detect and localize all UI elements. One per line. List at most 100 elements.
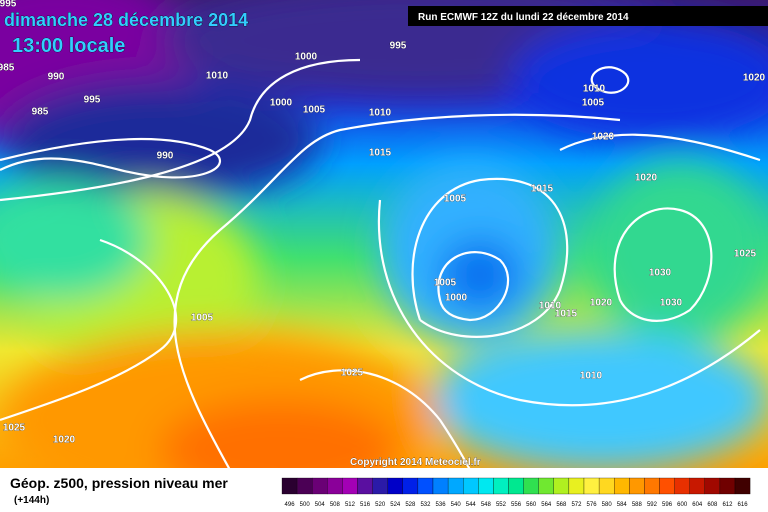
copyright: Copyright 2014 Meteociel.fr: [350, 457, 481, 468]
scale-swatch: [553, 477, 570, 495]
scale-swatch: [312, 477, 328, 495]
scale-swatch: [387, 477, 403, 495]
isobar-label: 985: [32, 107, 49, 118]
isobar-label: 1030: [649, 268, 672, 279]
isobar-label: 1025: [3, 423, 26, 434]
isobar-label: 1000: [270, 98, 293, 109]
isobar-label: 1025: [341, 368, 364, 379]
scale-swatch: [342, 477, 358, 495]
scale-label: 616: [738, 502, 749, 508]
scale-label: 596: [662, 502, 673, 508]
scale-swatch: [598, 477, 615, 495]
isobar-label: 995: [0, 0, 17, 10]
scale-label: 524: [390, 502, 401, 508]
isobar-label: 1020: [635, 173, 658, 184]
scale-swatch: [568, 477, 585, 495]
scale-label: 536: [436, 502, 447, 508]
isobar-label: 995: [390, 41, 407, 52]
scale-label: 520: [375, 502, 386, 508]
isobar-label: 1010: [539, 301, 562, 312]
scale-swatch: [372, 477, 388, 495]
footer-lead: (+144h): [14, 495, 49, 506]
scale-label: 512: [345, 502, 356, 508]
isobar-label: 1015: [555, 309, 578, 320]
isobar-label: 1010: [206, 71, 229, 82]
isobar-lines: [0, 58, 761, 468]
scale-swatch: [493, 477, 509, 495]
footer-title: Géop. z500, pression niveau mer: [10, 475, 228, 491]
scale-swatch: [523, 477, 539, 495]
isobar-label: 1005: [303, 105, 326, 116]
scale-label: 564: [541, 502, 552, 508]
scale-swatch: [719, 477, 736, 495]
scale-swatch: [583, 477, 600, 495]
scale-label: 532: [420, 502, 431, 508]
scale-label: 584: [617, 502, 628, 508]
scale-swatch: [432, 477, 449, 495]
scale-swatch: [296, 477, 313, 495]
scale-label: 580: [602, 502, 613, 508]
scale-swatch: [508, 477, 524, 495]
scale-label: 496: [285, 502, 296, 508]
scale-swatch: [281, 477, 298, 495]
scale-swatch: [674, 477, 690, 495]
isobar-label: 1005: [444, 194, 467, 205]
isobar-label: 1000: [295, 52, 318, 63]
scale-label: 592: [647, 502, 658, 508]
scale-label: 612: [722, 502, 733, 508]
map-time: 13:00 locale: [12, 35, 125, 57]
scale-swatch: [538, 477, 554, 495]
scale-label: 588: [632, 502, 643, 508]
scale-label: 504: [315, 502, 326, 508]
isobar-label: 985: [0, 63, 15, 74]
scale-swatch: [463, 477, 479, 495]
scale-label: 600: [677, 502, 688, 508]
scale-label: 576: [587, 502, 598, 508]
scale-label: 604: [692, 502, 703, 508]
scale-label: 552: [496, 502, 507, 508]
scale-label: 540: [451, 502, 462, 508]
scale-label: 528: [405, 502, 416, 508]
isobar-label: 1000: [445, 293, 468, 304]
scale-label: 516: [360, 502, 371, 508]
isobar-label: 1020: [53, 435, 76, 446]
scale-swatch: [327, 477, 343, 495]
scale-swatch: [659, 477, 675, 495]
isobar-label: 1025: [734, 249, 757, 260]
isobar-label: 995: [84, 95, 101, 106]
isobar-label: 1030: [660, 298, 683, 309]
scale-swatch: [357, 477, 373, 495]
scale-label: 548: [481, 502, 492, 508]
map-date: dimanche 28 décembre 2014: [4, 10, 248, 30]
scale-label: 568: [556, 502, 567, 508]
scale-label: 560: [526, 502, 537, 508]
isobar-label: 1020: [590, 298, 613, 309]
isobar-label: 1005: [434, 278, 457, 289]
isobar-label: 1005: [191, 313, 214, 324]
scale-swatch: [402, 477, 419, 495]
scale-label: 508: [330, 502, 341, 508]
scale-label: 556: [511, 502, 522, 508]
isobar-label: 1015: [369, 148, 392, 159]
isobar-label: 1020: [743, 73, 766, 84]
scale-swatch: [447, 477, 464, 495]
scale-swatch: [478, 477, 494, 495]
isobar-label: 1015: [531, 184, 554, 195]
scale-label: 500: [300, 502, 311, 508]
scale-swatch: [644, 477, 660, 495]
run-box: [408, 6, 768, 26]
scale-label: 544: [466, 502, 477, 508]
isobar-label: 1010: [580, 371, 603, 382]
isobar-label: 1010: [369, 108, 392, 119]
scale-label: 572: [571, 502, 582, 508]
scale-swatch: [734, 477, 751, 495]
scale-swatch: [614, 477, 630, 495]
isobar-label: 1005: [582, 98, 605, 109]
color-scale: 496 500 504 508 512 516 520 524 528 532 536 540 544 5…: [281, 477, 751, 508]
scale-swatch: [629, 477, 645, 495]
scale-label: 608: [707, 502, 718, 508]
scale-swatch: [704, 477, 721, 495]
isobar-label: 1020: [592, 132, 615, 143]
